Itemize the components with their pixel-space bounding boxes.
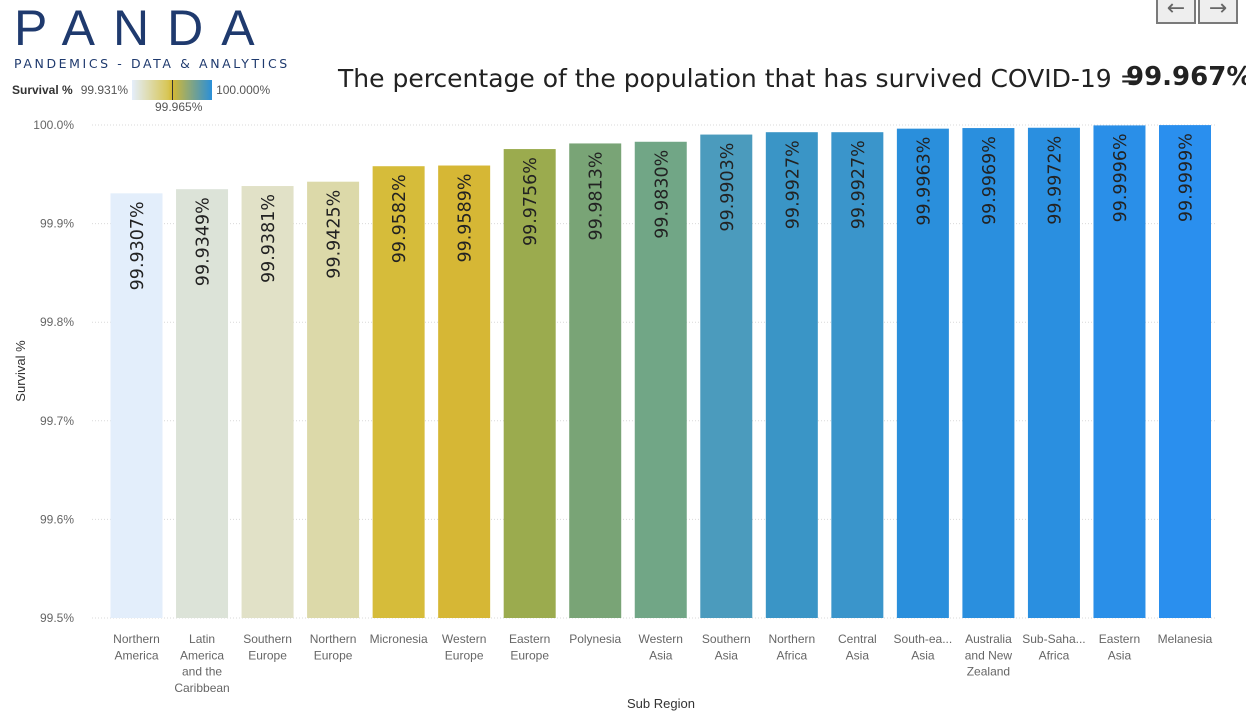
bar: [176, 189, 229, 618]
data-label: 99.9963%: [914, 137, 934, 226]
bar: [110, 193, 163, 618]
x-tick-label: Asia: [1108, 648, 1132, 662]
data-label: 99.9969%: [980, 136, 1000, 225]
y-tick-label: 99.6%: [40, 512, 74, 526]
x-tick-label: Western: [639, 632, 683, 646]
x-tick-label: Australia: [965, 632, 1012, 646]
x-tick-label: Asia: [715, 648, 739, 662]
x-tick-label: Zealand: [967, 665, 1010, 679]
data-label: 99.9999%: [1177, 133, 1197, 222]
bar: [1159, 125, 1211, 618]
x-axis-title: Sub Region: [627, 696, 695, 711]
headline-value: 99.967%: [1126, 62, 1246, 92]
x-tick-label: Eastern: [509, 632, 550, 646]
arrow-right-icon[interactable]: →: [1198, 0, 1238, 24]
bar: [438, 165, 491, 618]
x-tick-label: Southern: [702, 632, 751, 646]
bar: [634, 141, 687, 618]
logo: PANDA PANDEMICS - DATA & ANALYTICS: [14, 2, 314, 71]
bar: [831, 132, 884, 618]
legend-mid: 99.965%: [155, 100, 203, 114]
bar: [765, 132, 818, 618]
data-label: 99.9996%: [1111, 133, 1131, 222]
y-tick-label: 99.5%: [40, 611, 74, 625]
bar: [1093, 125, 1146, 618]
x-tick-label: Central: [838, 632, 877, 646]
bar: [503, 149, 556, 618]
x-tick-label: Sub-Saha...: [1022, 632, 1085, 646]
logo-subtitle: PANDEMICS - DATA & ANALYTICS: [14, 56, 290, 71]
x-tick-label: Asia: [649, 648, 673, 662]
x-tick-label: Northern: [768, 632, 815, 646]
x-tick-label: and the: [182, 665, 222, 679]
color-legend: Survival % 99.931% 100.000%: [12, 80, 270, 100]
data-label: 99.9972%: [1045, 136, 1065, 225]
bar: [569, 143, 622, 618]
legend-title: Survival %: [12, 83, 73, 97]
x-tick-label: Europe: [248, 648, 287, 662]
bar: [307, 181, 360, 618]
x-tick-label: Latin: [189, 632, 215, 646]
x-tick-label: America: [114, 648, 158, 662]
data-label: 99.9349%: [194, 197, 214, 286]
data-label: 99.9813%: [587, 151, 607, 240]
y-tick-label: 99.9%: [40, 217, 74, 231]
data-label: 99.9589%: [456, 174, 476, 263]
legend-max: 100.000%: [216, 83, 271, 97]
data-label: 99.9903%: [718, 143, 738, 232]
bar: [1027, 127, 1080, 618]
data-label: 99.9425%: [325, 190, 345, 279]
bar: [896, 128, 949, 618]
x-tick-label: Europe: [445, 648, 484, 662]
x-tick-label: Micronesia: [370, 632, 428, 646]
x-tick-label: Europe: [510, 648, 549, 662]
x-tick-label: Africa: [776, 648, 807, 662]
x-tick-label: Northern: [113, 632, 160, 646]
headline-text: The percentage of the population that ha…: [338, 64, 1141, 93]
page-navigation: ← →: [1156, 0, 1240, 24]
data-label: 99.9830%: [652, 150, 672, 239]
x-tick-label: Eastern: [1099, 632, 1140, 646]
x-tick-label: Western: [442, 632, 486, 646]
x-tick-label: Asia: [911, 648, 935, 662]
x-tick-label: America: [180, 648, 224, 662]
x-tick-label: and New: [965, 648, 1013, 662]
data-label: 99.9756%: [521, 157, 541, 246]
x-tick-label: Northern: [310, 632, 357, 646]
bar: [700, 134, 753, 618]
x-tick-label: Europe: [314, 648, 353, 662]
x-tick-label: South-ea...: [894, 632, 953, 646]
logo-word: PANDA: [14, 0, 273, 56]
x-tick-label: Southern: [243, 632, 292, 646]
legend-min: 99.931%: [80, 83, 129, 97]
bar: [241, 186, 294, 619]
x-tick-label: Polynesia: [569, 632, 621, 646]
y-tick-label: 99.7%: [40, 414, 74, 428]
legend-gradient: [132, 80, 213, 100]
data-label: 99.9381%: [259, 194, 279, 283]
arrow-left-icon[interactable]: ←: [1156, 0, 1196, 24]
x-tick-label: Melanesia: [1158, 632, 1213, 646]
data-label: 99.9927%: [783, 140, 803, 229]
y-tick-label: 99.8%: [40, 315, 74, 329]
y-tick-label: 100.0%: [33, 118, 74, 132]
y-axis-title: Survival %: [13, 340, 28, 402]
data-label: 99.9582%: [390, 174, 410, 263]
data-label: 99.9927%: [849, 140, 869, 229]
legend-mid-marker: [172, 80, 174, 100]
bar: [962, 128, 1015, 619]
x-tick-label: Asia: [846, 648, 870, 662]
data-label: 99.9307%: [128, 201, 148, 290]
bar: [372, 166, 425, 619]
x-tick-label: Africa: [1039, 648, 1070, 662]
x-tick-label: Caribbean: [174, 681, 229, 695]
